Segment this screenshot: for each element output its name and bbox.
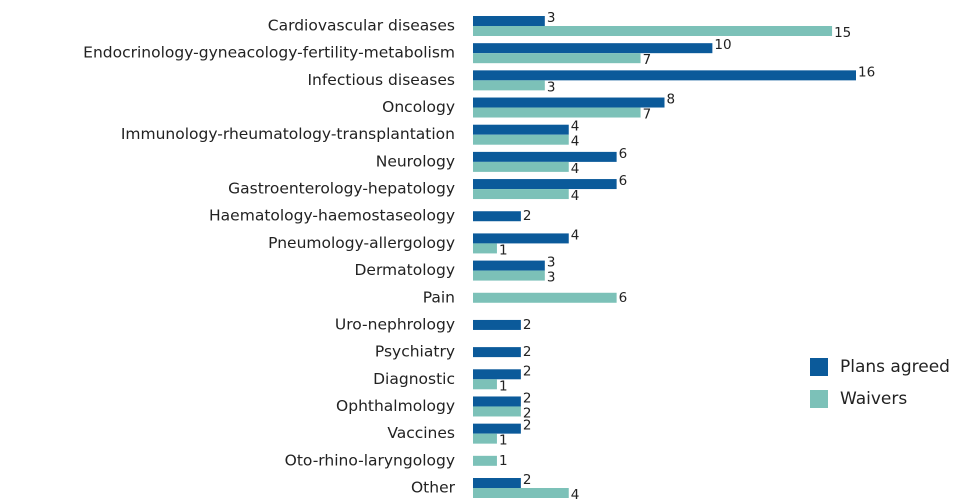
value-label: 7	[643, 52, 652, 68]
bar	[473, 189, 569, 200]
value-label: 2	[523, 418, 532, 434]
value-label: 2	[523, 405, 532, 421]
bar	[473, 211, 521, 222]
value-label: 2	[523, 363, 532, 379]
bar	[473, 478, 521, 488]
bar	[473, 406, 521, 417]
category-label: Oncology	[382, 98, 455, 116]
value-label: 6	[619, 146, 628, 162]
category-label: Neurology	[376, 152, 455, 170]
category-label: Gastroenterology-hepatology	[228, 180, 455, 198]
bar	[473, 488, 569, 498]
bar	[473, 396, 521, 407]
bar	[473, 134, 569, 145]
bar	[473, 124, 569, 135]
value-label: 3	[547, 10, 556, 26]
value-label: 10	[714, 37, 731, 53]
bar	[473, 97, 665, 108]
bar	[473, 260, 545, 271]
bar	[473, 53, 641, 64]
category-label: Pain	[423, 288, 455, 306]
legend-swatch	[810, 390, 828, 408]
bar	[473, 369, 521, 380]
legend-label: Plans agreed	[840, 357, 950, 377]
value-label: 2	[523, 390, 532, 406]
value-label: 3	[547, 270, 556, 286]
bar	[473, 107, 641, 118]
legend-label: Waivers	[840, 389, 907, 409]
category-label: Psychiatry	[375, 343, 455, 361]
bar	[473, 455, 497, 466]
value-label: 6	[619, 290, 628, 306]
value-label: 2	[523, 317, 532, 333]
value-label: 1	[499, 378, 508, 394]
value-label: 2	[523, 344, 532, 360]
bar	[473, 26, 833, 36]
bar	[473, 270, 545, 281]
bar	[473, 16, 545, 26]
value-label: 4	[571, 134, 580, 150]
bar	[473, 179, 617, 190]
category-label: Endocrinology-gyneacology-fertility-meta…	[83, 44, 455, 62]
category-label: Pneumology-allergology	[268, 234, 455, 252]
category-label: Infectious diseases	[307, 71, 455, 89]
category-label: Uro-nephrology	[335, 315, 455, 333]
category-label: Diagnostic	[373, 370, 455, 388]
value-label: 1	[499, 242, 508, 258]
value-label: 16	[858, 64, 875, 80]
bar	[473, 233, 569, 244]
bar	[473, 151, 617, 162]
category-label: Dermatology	[354, 261, 455, 279]
value-label: 15	[834, 25, 851, 41]
value-label: 7	[643, 107, 652, 123]
category-label: Other	[411, 479, 456, 497]
bar	[473, 379, 497, 390]
bar	[473, 292, 617, 303]
bar	[473, 423, 521, 434]
value-label: 2	[523, 208, 532, 224]
legend-swatch	[810, 358, 828, 376]
category-label: Vaccines	[387, 424, 455, 442]
value-label: 4	[571, 487, 580, 501]
bar	[473, 433, 497, 444]
value-label: 3	[547, 255, 556, 271]
value-label: 6	[619, 173, 628, 189]
value-label: 1	[499, 453, 508, 469]
bar	[473, 161, 569, 172]
value-label: 8	[667, 92, 676, 108]
category-label: Oto-rhino-laryngology	[285, 451, 455, 469]
bar	[473, 319, 521, 330]
value-label: 4	[571, 119, 580, 135]
bar	[473, 347, 521, 358]
value-label: 3	[547, 79, 556, 95]
category-label: Immunology-rheumatology-transplantation	[121, 125, 455, 143]
category-label: Cardiovascular diseases	[268, 17, 455, 35]
bar	[473, 243, 497, 254]
bar	[473, 43, 713, 54]
value-label: 1	[499, 433, 508, 449]
bar	[473, 70, 856, 81]
category-label: Ophthalmology	[336, 397, 455, 415]
value-label: 4	[571, 161, 580, 177]
category-label: Haematology-haemostaseology	[209, 207, 455, 225]
value-label: 2	[523, 472, 532, 488]
bar	[473, 80, 545, 91]
value-label: 4	[571, 227, 580, 243]
value-label: 4	[571, 188, 580, 204]
